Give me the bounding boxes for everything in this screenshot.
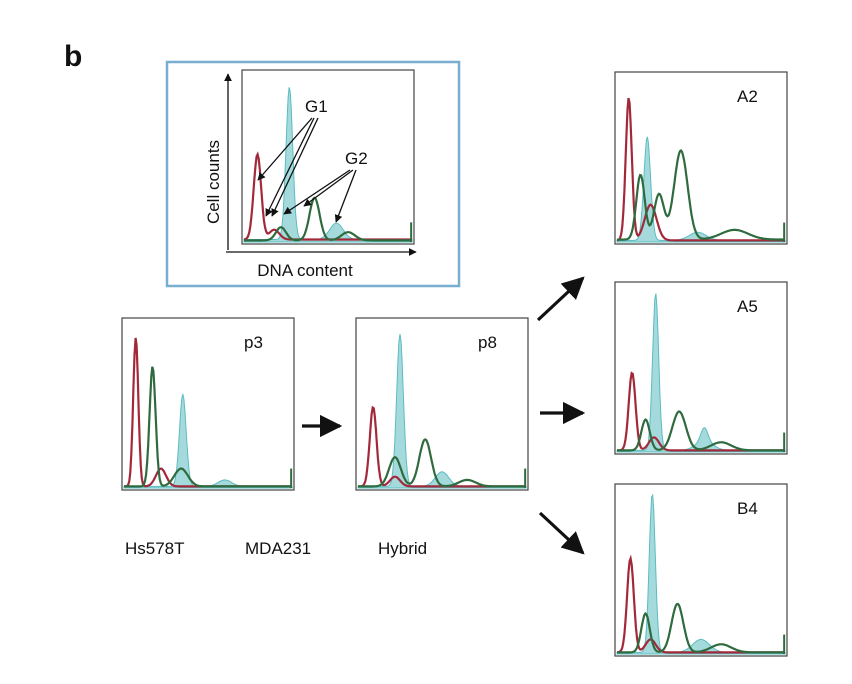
g2-arrows	[283, 169, 357, 223]
g1-arrow-3	[271, 117, 319, 217]
histogram-b4: B4	[614, 483, 788, 657]
series-hybrid-p8	[357, 334, 527, 489]
histogram-p3: p3	[121, 317, 295, 491]
series-mda231-p8	[358, 438, 526, 488]
annotation-g1: G1	[305, 97, 328, 116]
panel-label-a2: A2	[737, 87, 758, 106]
panel-frame-inset	[241, 69, 415, 245]
inset-xlabel: DNA content	[257, 261, 353, 280]
series-hybrid-b4	[616, 493, 786, 655]
series-hybrid-inset	[243, 87, 413, 243]
panel-frame-p3	[121, 317, 295, 491]
g1-arrows	[257, 117, 319, 217]
series-mda231-b4	[617, 602, 785, 654]
panel-label-p8: p8	[478, 333, 497, 352]
series-mda231-a5	[617, 410, 785, 452]
series-mda231-a2	[617, 148, 785, 241]
panel-frame-p8	[355, 317, 529, 491]
panel-label: b	[64, 40, 82, 73]
g1-arrow-1	[257, 117, 313, 181]
panel-label-a5: A5	[737, 297, 758, 316]
histogram-a2: A2	[614, 71, 788, 245]
legend-hs578t: Hs578T	[125, 539, 185, 558]
flow-arrows	[302, 276, 586, 555]
histogram-inset	[241, 69, 415, 245]
histogram-p8: p8	[355, 317, 529, 491]
legend-hybrid: Hybrid	[378, 539, 427, 558]
g2-arrow-1	[283, 169, 351, 215]
arrow-p8-to-a2	[536, 276, 585, 322]
series-mda231-p3	[124, 366, 292, 488]
panel-frame-a5	[614, 281, 788, 455]
series-mda231-inset	[244, 196, 412, 242]
annotation-g2: G2	[345, 149, 368, 168]
series-hs578t-a2	[616, 97, 785, 242]
g2-arrow-2	[303, 169, 354, 207]
arrow-p8-to-b4	[538, 511, 585, 555]
inset-box	[165, 60, 461, 288]
legend-mda231: MDA231	[245, 539, 311, 558]
panel-label-p3: p3	[244, 333, 263, 352]
panel-frame-b4	[614, 483, 788, 657]
histogram-a5: A5	[614, 281, 788, 455]
series-hs578t-b4	[617, 554, 785, 654]
g1-arrow-2	[265, 117, 315, 217]
panel-label-b4: B4	[737, 499, 758, 518]
panel-frame-a2	[614, 71, 788, 245]
inset-ylabel: Cell counts	[204, 140, 223, 224]
g2-arrow-3	[334, 169, 357, 223]
